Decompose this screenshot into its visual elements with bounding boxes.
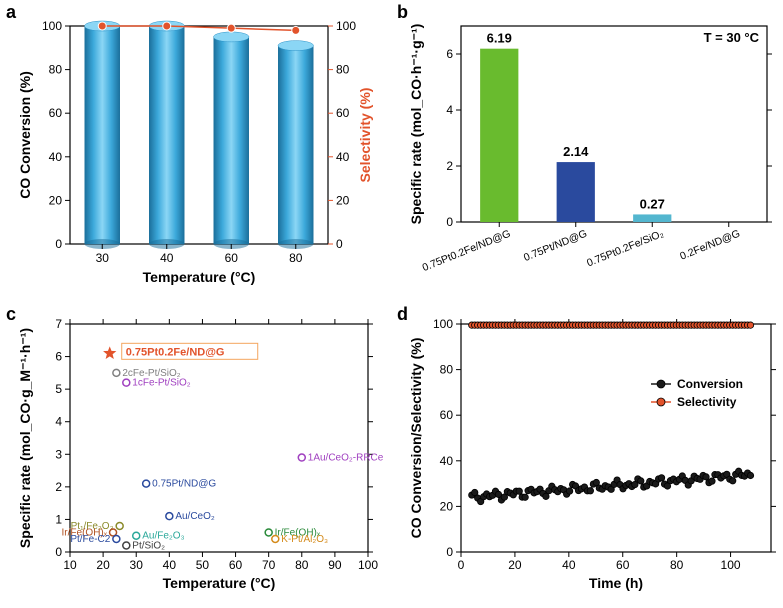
svg-text:90: 90: [328, 558, 342, 572]
svg-text:Temperature (°C): Temperature (°C): [163, 575, 276, 591]
svg-text:60: 60: [440, 408, 454, 422]
svg-text:Au/CeO₂: Au/CeO₂: [175, 511, 215, 522]
svg-text:6.19: 6.19: [487, 31, 512, 46]
svg-text:T = 30 °C: T = 30 °C: [704, 30, 760, 45]
svg-text:Selectivity: Selectivity: [677, 395, 737, 409]
svg-text:3: 3: [55, 447, 62, 461]
svg-text:4: 4: [55, 415, 62, 429]
svg-text:Pt/Fe-C2: Pt/Fe-C2: [70, 534, 110, 545]
svg-text:0.2Fe/ND@G: 0.2Fe/ND@G: [678, 228, 742, 263]
svg-text:100: 100: [358, 558, 378, 572]
svg-text:0: 0: [458, 558, 465, 572]
svg-text:80: 80: [49, 63, 63, 77]
svg-text:60: 60: [49, 106, 63, 120]
svg-text:CO Conversion/Selectivity (%): CO Conversion/Selectivity (%): [408, 338, 424, 539]
panel-a: a 0 20 40 60 80 100 0 20 40 60 80 100 30 40 60 80 Temper…: [0, 0, 391, 302]
svg-text:Time (h): Time (h): [589, 575, 643, 591]
svg-text:80: 80: [295, 558, 309, 572]
svg-text:Pt/SiO₂: Pt/SiO₂: [132, 540, 165, 551]
chart-a: 0 20 40 60 80 100 0 20 40 60 80 100 30 40 60 80 Temperat…: [8, 4, 383, 298]
svg-text:7: 7: [55, 317, 62, 331]
svg-text:30: 30: [130, 558, 144, 572]
svg-text:1: 1: [55, 512, 62, 526]
svg-text:Selectivity (%): Selectivity (%): [357, 88, 373, 183]
panel-a-label: a: [6, 2, 16, 23]
svg-text:20: 20: [49, 193, 63, 207]
svg-text:2: 2: [55, 480, 62, 494]
svg-text:60: 60: [229, 558, 243, 572]
svg-text:6: 6: [446, 47, 453, 61]
svg-text:1cFe-Pt/SiO₂: 1cFe-Pt/SiO₂: [132, 378, 190, 389]
svg-text:Specific rate (mol_CO·h⁻¹·g⁻¹): Specific rate (mol_CO·h⁻¹·g⁻¹): [408, 24, 424, 225]
svg-text:70: 70: [262, 558, 276, 572]
svg-text:80: 80: [289, 251, 303, 265]
svg-text:Temperature (°C): Temperature (°C): [143, 269, 256, 285]
svg-text:60: 60: [616, 558, 630, 572]
panel-b: b 0246T = 30 °C6.190.75Pt0.2Fe/ND@G2.140…: [391, 0, 783, 302]
svg-text:0: 0: [55, 545, 62, 559]
chart-d: 0 20 40 60 80 100 0 20 40 60 80 100 Conversion Select…: [399, 306, 783, 604]
svg-text:0: 0: [446, 545, 453, 559]
svg-text:6: 6: [55, 350, 62, 364]
panel-d: d 0 20 40 60 80 100 0 20 40 60 80 100 Conversion Sele…: [391, 302, 783, 608]
svg-text:80: 80: [670, 558, 684, 572]
svg-text:60: 60: [336, 106, 350, 120]
svg-text:10: 10: [63, 558, 77, 572]
svg-text:1Au/CeO₂-RRCe: 1Au/CeO₂-RRCe: [308, 453, 383, 464]
svg-text:40: 40: [562, 558, 576, 572]
svg-text:0.75Pt/ND@G: 0.75Pt/ND@G: [522, 228, 589, 264]
svg-text:0: 0: [336, 237, 343, 251]
svg-text:2.14: 2.14: [563, 144, 589, 159]
svg-text:4: 4: [446, 103, 453, 117]
chart-c: 10 20 30 40 50 60 70 80 90 100 0 1 2 3 4 5 6 7 0.75Pt0.2Fe…: [8, 306, 383, 604]
svg-text:40: 40: [160, 251, 174, 265]
svg-text:100: 100: [42, 19, 62, 33]
svg-text:Conversion: Conversion: [677, 377, 743, 391]
svg-text:80: 80: [440, 363, 454, 377]
svg-text:100: 100: [433, 317, 453, 331]
svg-text:40: 40: [440, 454, 454, 468]
svg-text:0.27: 0.27: [640, 196, 665, 211]
svg-text:100: 100: [336, 19, 356, 33]
svg-text:Specific rate (mol_CO·g_M⁻¹·h⁻: Specific rate (mol_CO·g_M⁻¹·h⁻¹): [17, 328, 33, 548]
svg-text:40: 40: [163, 558, 177, 572]
svg-text:CO Conversion (%): CO Conversion (%): [17, 71, 33, 199]
svg-text:2: 2: [446, 159, 453, 173]
svg-text:0: 0: [446, 215, 453, 229]
svg-text:100: 100: [721, 558, 741, 572]
svg-text:0.75Pt/ND@G: 0.75Pt/ND@G: [152, 479, 216, 490]
svg-text:30: 30: [96, 251, 110, 265]
svg-text:50: 50: [196, 558, 210, 572]
svg-text:40: 40: [49, 150, 63, 164]
svg-text:60: 60: [225, 251, 239, 265]
panel-c-label: c: [6, 304, 16, 325]
svg-text:0: 0: [55, 237, 62, 251]
panel-b-label: b: [397, 2, 408, 23]
svg-text:5: 5: [55, 382, 62, 396]
svg-text:20: 20: [440, 499, 454, 513]
panel-c: c 10 20 30 40 50 60 70 80 90 100 0 1 2 3 4 5 6 7 0.75Pt0.2…: [0, 302, 391, 608]
svg-text:0.75Pt0.2Fe/SiO₂: 0.75Pt0.2Fe/SiO₂: [585, 228, 665, 270]
svg-text:80: 80: [336, 63, 350, 77]
svg-text:40: 40: [336, 150, 350, 164]
chart-b: 0 2 4 6 T = 30 °C 6.19 0.75Pt0.2Fe/ND@G 2.14 0.7…: [399, 4, 783, 298]
svg-text:20: 20: [508, 558, 522, 572]
svg-text:K-Pt/Al₂O₃: K-Pt/Al₂O₃: [281, 534, 328, 545]
svg-text:0.75Pt0.2Fe/ND@G: 0.75Pt0.2Fe/ND@G: [421, 228, 513, 274]
svg-text:20: 20: [336, 193, 350, 207]
svg-text:0.75Pt0.2Fe/ND@G: 0.75Pt0.2Fe/ND@G: [126, 346, 225, 358]
svg-text:20: 20: [96, 558, 110, 572]
panel-d-label: d: [397, 304, 408, 325]
